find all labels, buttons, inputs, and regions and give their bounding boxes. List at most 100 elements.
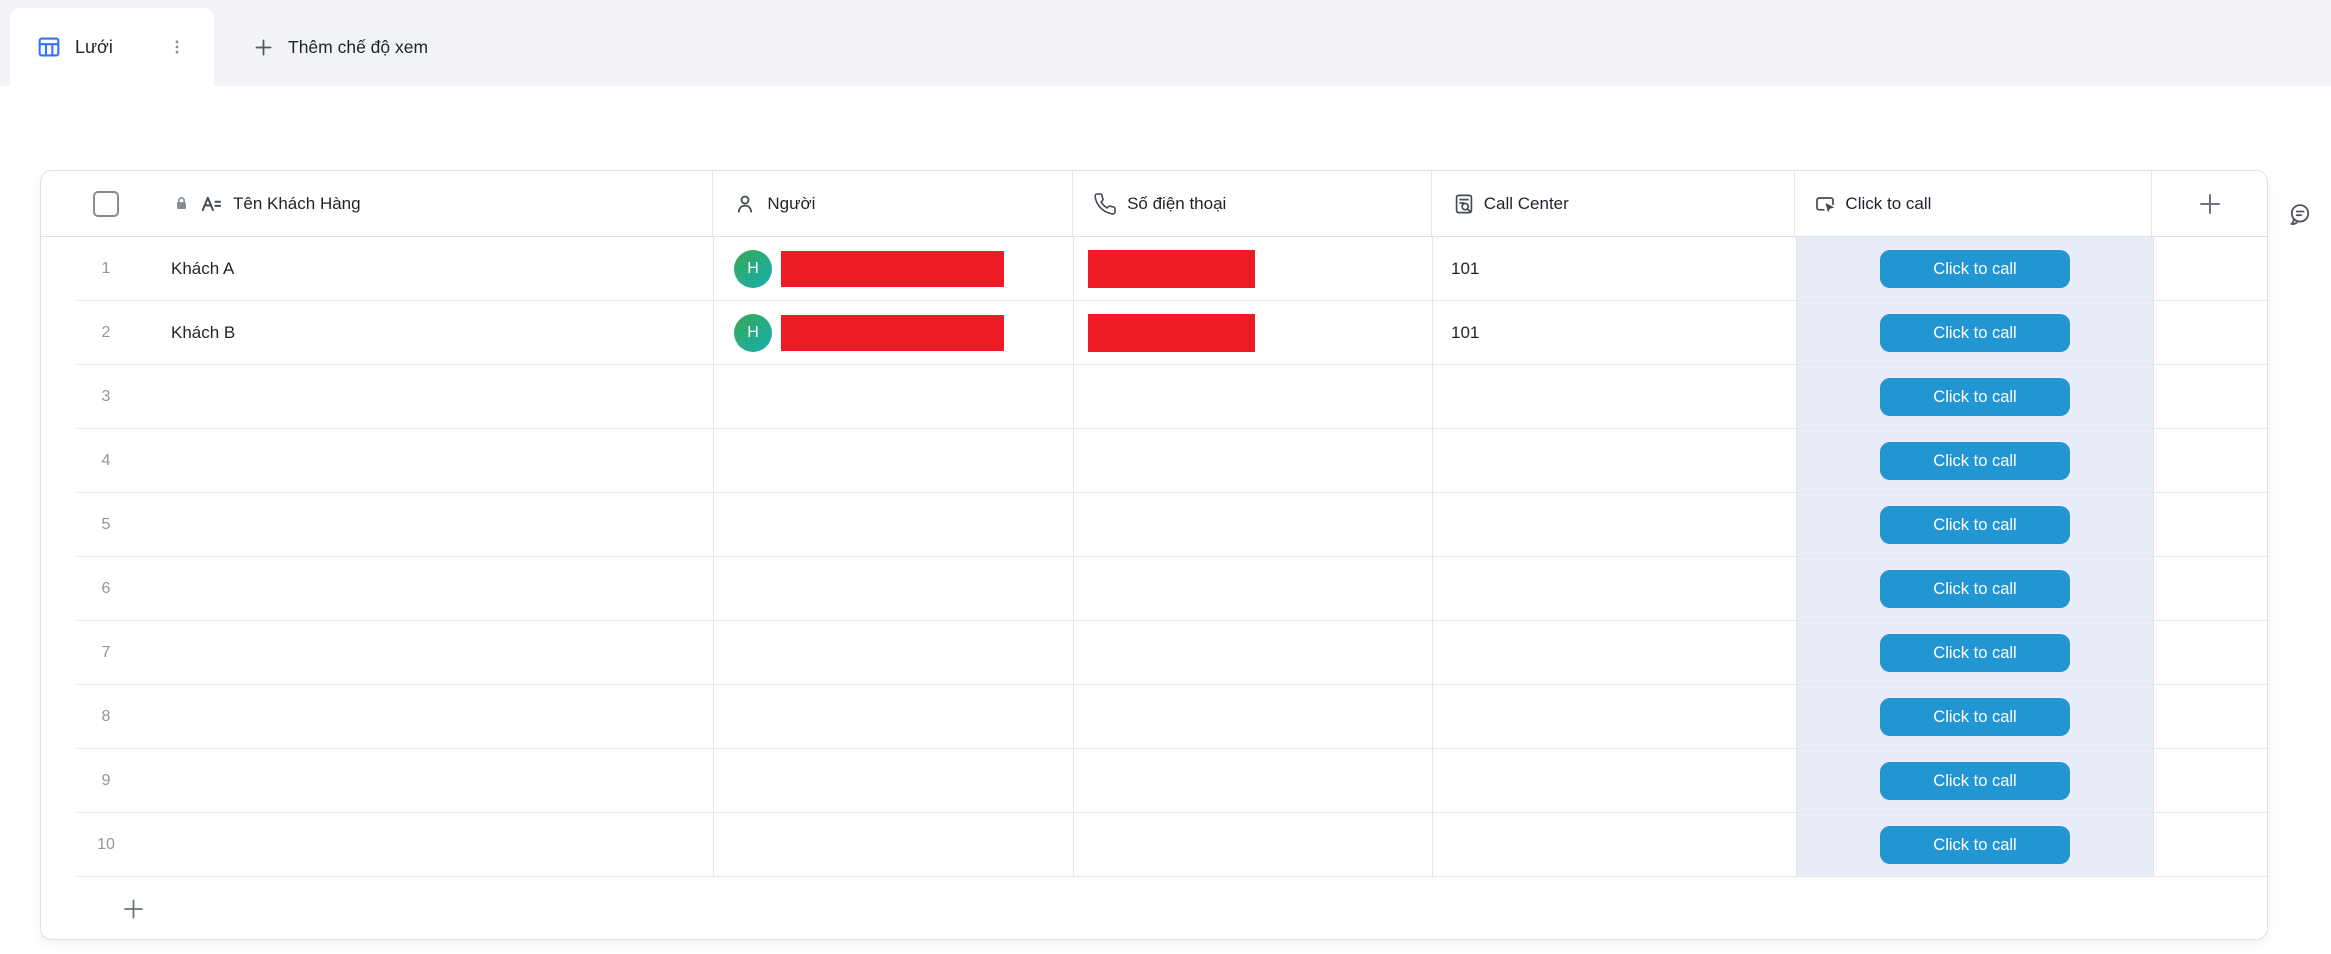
phone-cell[interactable]: [1074, 813, 1433, 877]
name-cell[interactable]: 7: [41, 621, 714, 685]
empty-cell[interactable]: [2154, 813, 2267, 877]
empty-cell[interactable]: [2154, 493, 2267, 557]
click-to-call-button[interactable]: Click to call: [1880, 570, 2070, 608]
click-to-call-cell[interactable]: Click to call: [1797, 685, 2154, 749]
column-label: Số điện thoại: [1127, 193, 1227, 213]
tab-grid-view[interactable]: Lưới: [10, 8, 214, 86]
toolbar: A Z: [0, 86, 2331, 230]
row-number: 1: [101, 260, 111, 277]
column-header-click-to-call[interactable]: Click to call: [1795, 171, 2153, 236]
call-center-cell[interactable]: [1433, 429, 1797, 493]
data-grid: Tên Khách Hàng Người Số điện thoại: [40, 170, 2268, 940]
table-row: 7 Click to call: [41, 621, 2267, 685]
click-to-call-button[interactable]: Click to call: [1880, 442, 2070, 480]
phone-cell[interactable]: [1074, 557, 1433, 621]
phone-cell[interactable]: [1074, 621, 1433, 685]
phone-cell[interactable]: [1074, 365, 1433, 429]
person-cell[interactable]: H: [714, 237, 1074, 301]
click-to-call-cell[interactable]: Click to call: [1797, 749, 2154, 813]
call-center-cell[interactable]: [1433, 813, 1797, 877]
phone-cell[interactable]: [1074, 685, 1433, 749]
tab-menu-ellipsis-icon[interactable]: [166, 36, 188, 58]
select-all-checkbox[interactable]: [93, 190, 119, 217]
empty-cell[interactable]: [2154, 557, 2267, 621]
click-to-call-cell[interactable]: Click to call: [1797, 813, 2154, 877]
phone-redaction: [1088, 314, 1255, 352]
comments-icon[interactable]: [2287, 201, 2313, 227]
empty-cell[interactable]: [2154, 237, 2267, 301]
call-center-cell[interactable]: [1433, 365, 1797, 429]
click-to-call-cell[interactable]: Click to call: [1797, 557, 2154, 621]
person-cell[interactable]: [714, 429, 1074, 493]
click-to-call-cell[interactable]: Click to call: [1797, 429, 2154, 493]
click-to-call-button[interactable]: Click to call: [1880, 698, 2070, 736]
add-view-label: Thêm chế độ xem: [288, 36, 429, 57]
person-cell[interactable]: [714, 813, 1074, 877]
column-header-so-dien-thoai[interactable]: Số điện thoại: [1073, 171, 1432, 236]
name-cell[interactable]: 9: [41, 749, 714, 813]
name-cell[interactable]: 2 Khách B: [41, 301, 714, 365]
phone-cell[interactable]: [1074, 301, 1433, 365]
button-field-icon: [1813, 192, 1837, 216]
name-cell[interactable]: 8: [41, 685, 714, 749]
customer-name: Khách A: [171, 259, 235, 278]
click-to-call-button[interactable]: Click to call: [1880, 826, 2070, 864]
person-cell[interactable]: H: [714, 301, 1074, 365]
call-center-cell[interactable]: [1433, 493, 1797, 557]
phone-cell[interactable]: [1074, 429, 1433, 493]
person-cell[interactable]: [714, 493, 1074, 557]
click-to-call-cell[interactable]: Click to call: [1797, 621, 2154, 685]
click-to-call-cell[interactable]: Click to call: [1797, 237, 2154, 301]
add-row-strip: [41, 877, 2267, 939]
column-label: Click to call: [1845, 193, 1932, 213]
phone-cell[interactable]: [1074, 493, 1433, 557]
row-number: 10: [97, 836, 115, 853]
call-center-cell[interactable]: [1433, 621, 1797, 685]
click-to-call-button[interactable]: Click to call: [1880, 506, 2070, 544]
row-number: 2: [101, 324, 111, 341]
empty-cell[interactable]: [2154, 685, 2267, 749]
add-view-button[interactable]: Thêm chế độ xem: [252, 8, 428, 86]
column-header-ten-khach-hang[interactable]: Tên Khách Hàng: [41, 171, 714, 236]
phone-cell[interactable]: [1074, 237, 1433, 301]
person-cell[interactable]: [714, 685, 1074, 749]
table-row: 4 Click to call: [41, 429, 2267, 493]
empty-cell[interactable]: [2154, 429, 2267, 493]
call-center-cell[interactable]: [1433, 749, 1797, 813]
name-cell[interactable]: 6: [41, 557, 714, 621]
name-cell[interactable]: 10: [41, 813, 714, 877]
call-center-cell[interactable]: [1433, 685, 1797, 749]
click-to-call-button[interactable]: Click to call: [1880, 634, 2070, 672]
call-center-cell[interactable]: 101: [1433, 237, 1797, 301]
person-cell[interactable]: [714, 749, 1074, 813]
click-to-call-button[interactable]: Click to call: [1880, 762, 2070, 800]
call-center-cell[interactable]: 101: [1433, 301, 1797, 365]
tab-grid-label: Lưới: [75, 36, 113, 57]
person-cell[interactable]: [714, 621, 1074, 685]
click-to-call-cell[interactable]: Click to call: [1797, 301, 2154, 365]
person-cell[interactable]: [714, 557, 1074, 621]
call-center-cell[interactable]: [1433, 557, 1797, 621]
click-to-call-cell[interactable]: Click to call: [1797, 493, 2154, 557]
empty-cell[interactable]: [2154, 301, 2267, 365]
add-row-button[interactable]: [120, 896, 147, 923]
click-to-call-button[interactable]: Click to call: [1880, 314, 2070, 352]
name-cell[interactable]: 1 Khách A: [41, 237, 714, 301]
name-cell[interactable]: 4: [41, 429, 714, 493]
column-header-nguoi[interactable]: Người: [713, 171, 1074, 236]
click-to-call-button[interactable]: Click to call: [1880, 378, 2070, 416]
click-to-call-cell[interactable]: Click to call: [1797, 365, 2154, 429]
person-redaction: [781, 315, 1004, 351]
column-label: Người: [767, 193, 816, 213]
empty-cell[interactable]: [2154, 749, 2267, 813]
add-column-button[interactable]: [2152, 171, 2267, 236]
empty-cell[interactable]: [2154, 365, 2267, 429]
person-cell[interactable]: [714, 365, 1074, 429]
phone-cell[interactable]: [1074, 749, 1433, 813]
empty-cell[interactable]: [2154, 621, 2267, 685]
name-cell[interactable]: 3: [41, 365, 714, 429]
column-header-call-center[interactable]: Call Center: [1432, 171, 1796, 236]
click-to-call-button[interactable]: Click to call: [1880, 250, 2070, 288]
row-number: 7: [101, 644, 111, 661]
name-cell[interactable]: 5: [41, 493, 714, 557]
